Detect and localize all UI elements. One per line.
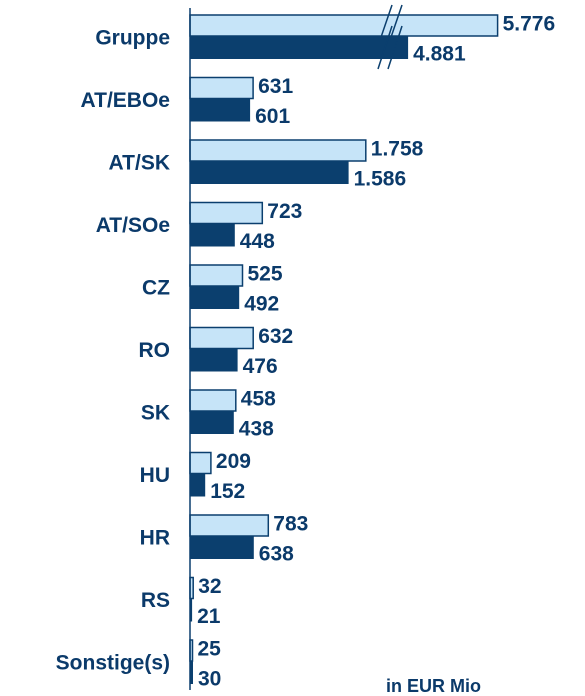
bar	[190, 473, 206, 497]
bar	[190, 348, 238, 372]
category-label: RS	[141, 589, 170, 612]
bar	[190, 223, 235, 247]
value-label: 631	[258, 75, 293, 98]
bar	[189, 76, 254, 100]
category-label: Sonstige(s)	[56, 652, 170, 675]
bar	[190, 36, 409, 59]
value-label: 438	[239, 418, 274, 441]
value-label: 209	[216, 450, 251, 473]
bar	[190, 411, 234, 434]
value-label: 601	[255, 105, 290, 128]
unit-note: in EUR Mio	[386, 676, 481, 696]
value-label: 4.881	[413, 43, 466, 66]
value-label: 1.758	[371, 138, 424, 161]
value-label: 5.776	[503, 13, 556, 36]
value-label: 458	[241, 388, 276, 411]
value-label: 723	[267, 200, 302, 223]
bar	[190, 661, 193, 684]
value-label: 525	[248, 263, 283, 286]
category-label: CZ	[142, 277, 170, 300]
bar	[189, 389, 237, 412]
value-label: 476	[243, 355, 278, 378]
bar	[189, 139, 367, 162]
bar	[190, 98, 251, 122]
bar	[190, 286, 240, 309]
bar	[189, 264, 244, 287]
value-label: 25	[198, 638, 222, 661]
bar	[190, 598, 193, 622]
bar	[190, 536, 254, 559]
category-label: HU	[140, 464, 170, 487]
bar	[189, 514, 270, 537]
value-label: 492	[244, 293, 279, 316]
axis-break	[387, 25, 403, 70]
value-label: 30	[198, 668, 221, 691]
bar	[189, 326, 254, 350]
axis-break	[377, 25, 393, 70]
value-label: 632	[258, 325, 293, 348]
value-label: 1.586	[354, 168, 407, 191]
bar	[189, 201, 264, 225]
bar	[190, 161, 349, 184]
value-label: 638	[259, 543, 294, 566]
category-label: HR	[140, 527, 170, 550]
value-label: 21	[197, 605, 221, 628]
category-label: Gruppe	[95, 27, 170, 50]
category-label: AT/SOe	[96, 214, 170, 237]
value-label: 32	[198, 575, 221, 598]
value-label: 783	[273, 513, 308, 536]
bar	[189, 14, 499, 37]
category-label: RO	[139, 339, 171, 362]
category-label: AT/SK	[109, 152, 170, 175]
bar	[189, 451, 212, 475]
value-label: 448	[240, 230, 275, 253]
category-label: AT/EBOe	[81, 89, 170, 112]
value-label: 152	[210, 480, 245, 503]
category-label: SK	[141, 402, 170, 425]
